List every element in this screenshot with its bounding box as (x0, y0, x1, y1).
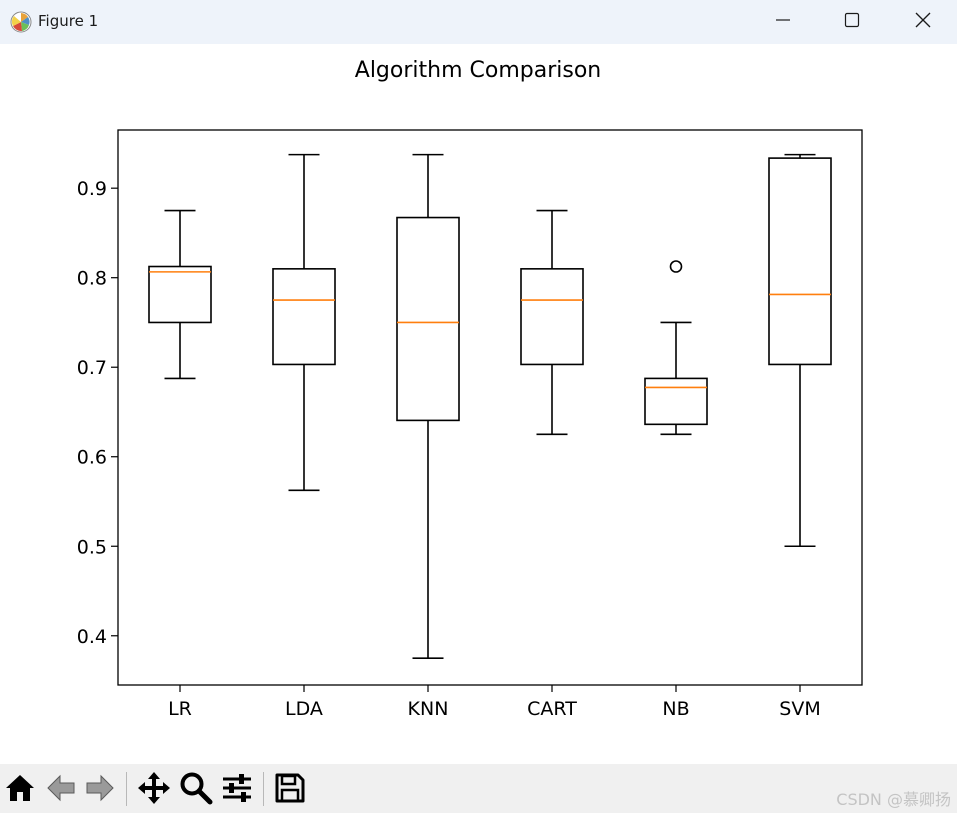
plot-area-frame (117, 129, 863, 686)
maximize-button[interactable] (829, 0, 875, 44)
zoom-magnifier-icon (179, 771, 213, 809)
x-tick-label: LR (168, 698, 192, 720)
forward-arrow-icon (84, 772, 116, 808)
forward-button[interactable] (82, 772, 118, 808)
back-button[interactable] (43, 772, 79, 808)
minimize-button[interactable] (760, 0, 806, 44)
x-tick-label: CART (527, 698, 577, 720)
outlier-point (669, 260, 683, 273)
box-lda (272, 268, 336, 366)
box-knn (396, 216, 460, 422)
y-tick-label: 0.8 (77, 268, 107, 290)
x-tick-label: SVM (779, 698, 820, 720)
save-button[interactable] (272, 772, 308, 808)
zoom-button[interactable] (178, 772, 214, 808)
x-tick-label: NB (662, 698, 689, 720)
y-tick-label: 0.9 (77, 178, 107, 200)
save-icon (274, 772, 306, 808)
configure-subplots-icon (220, 771, 254, 809)
y-tick-label: 0.4 (77, 626, 107, 648)
box-lr (148, 265, 212, 324)
box-nb (644, 377, 708, 426)
home-button[interactable] (2, 772, 38, 808)
window-title: Figure 1 (38, 12, 99, 30)
x-tick-label: LDA (285, 698, 323, 720)
pan-button[interactable] (136, 772, 172, 808)
box-cart (520, 268, 584, 366)
toolbar-separator (263, 772, 264, 806)
minimize-icon (775, 12, 791, 32)
maximize-icon (844, 12, 860, 32)
matplotlib-logo-icon (9, 10, 33, 34)
close-icon (915, 12, 931, 32)
window-titlebar: Figure 1 (0, 0, 957, 44)
home-icon (4, 772, 36, 808)
watermark-text: CSDN @慕卿扬 (836, 790, 951, 809)
chart-title: Algorithm Comparison (355, 58, 601, 83)
configure-subplots-button[interactable] (219, 772, 255, 808)
y-tick-label: 0.5 (77, 536, 107, 558)
y-tick-label: 0.7 (77, 357, 107, 379)
back-arrow-icon (45, 772, 77, 808)
boxplot-chart: Algorithm Comparison 0.4 0.5 0.6 0.7 0.8 0.9 L… (77, 58, 863, 720)
pan-move-icon (137, 771, 171, 809)
figure-canvas[interactable]: Algorithm Comparison 0.4 0.5 0.6 0.7 0.8 0.9 L… (0, 44, 957, 764)
box-svm (768, 157, 832, 366)
close-button[interactable] (900, 0, 946, 44)
x-tick-label: KNN (408, 698, 449, 720)
y-tick-label: 0.6 (77, 447, 107, 469)
toolbar-separator (126, 772, 127, 806)
navigation-toolbar (0, 764, 957, 813)
